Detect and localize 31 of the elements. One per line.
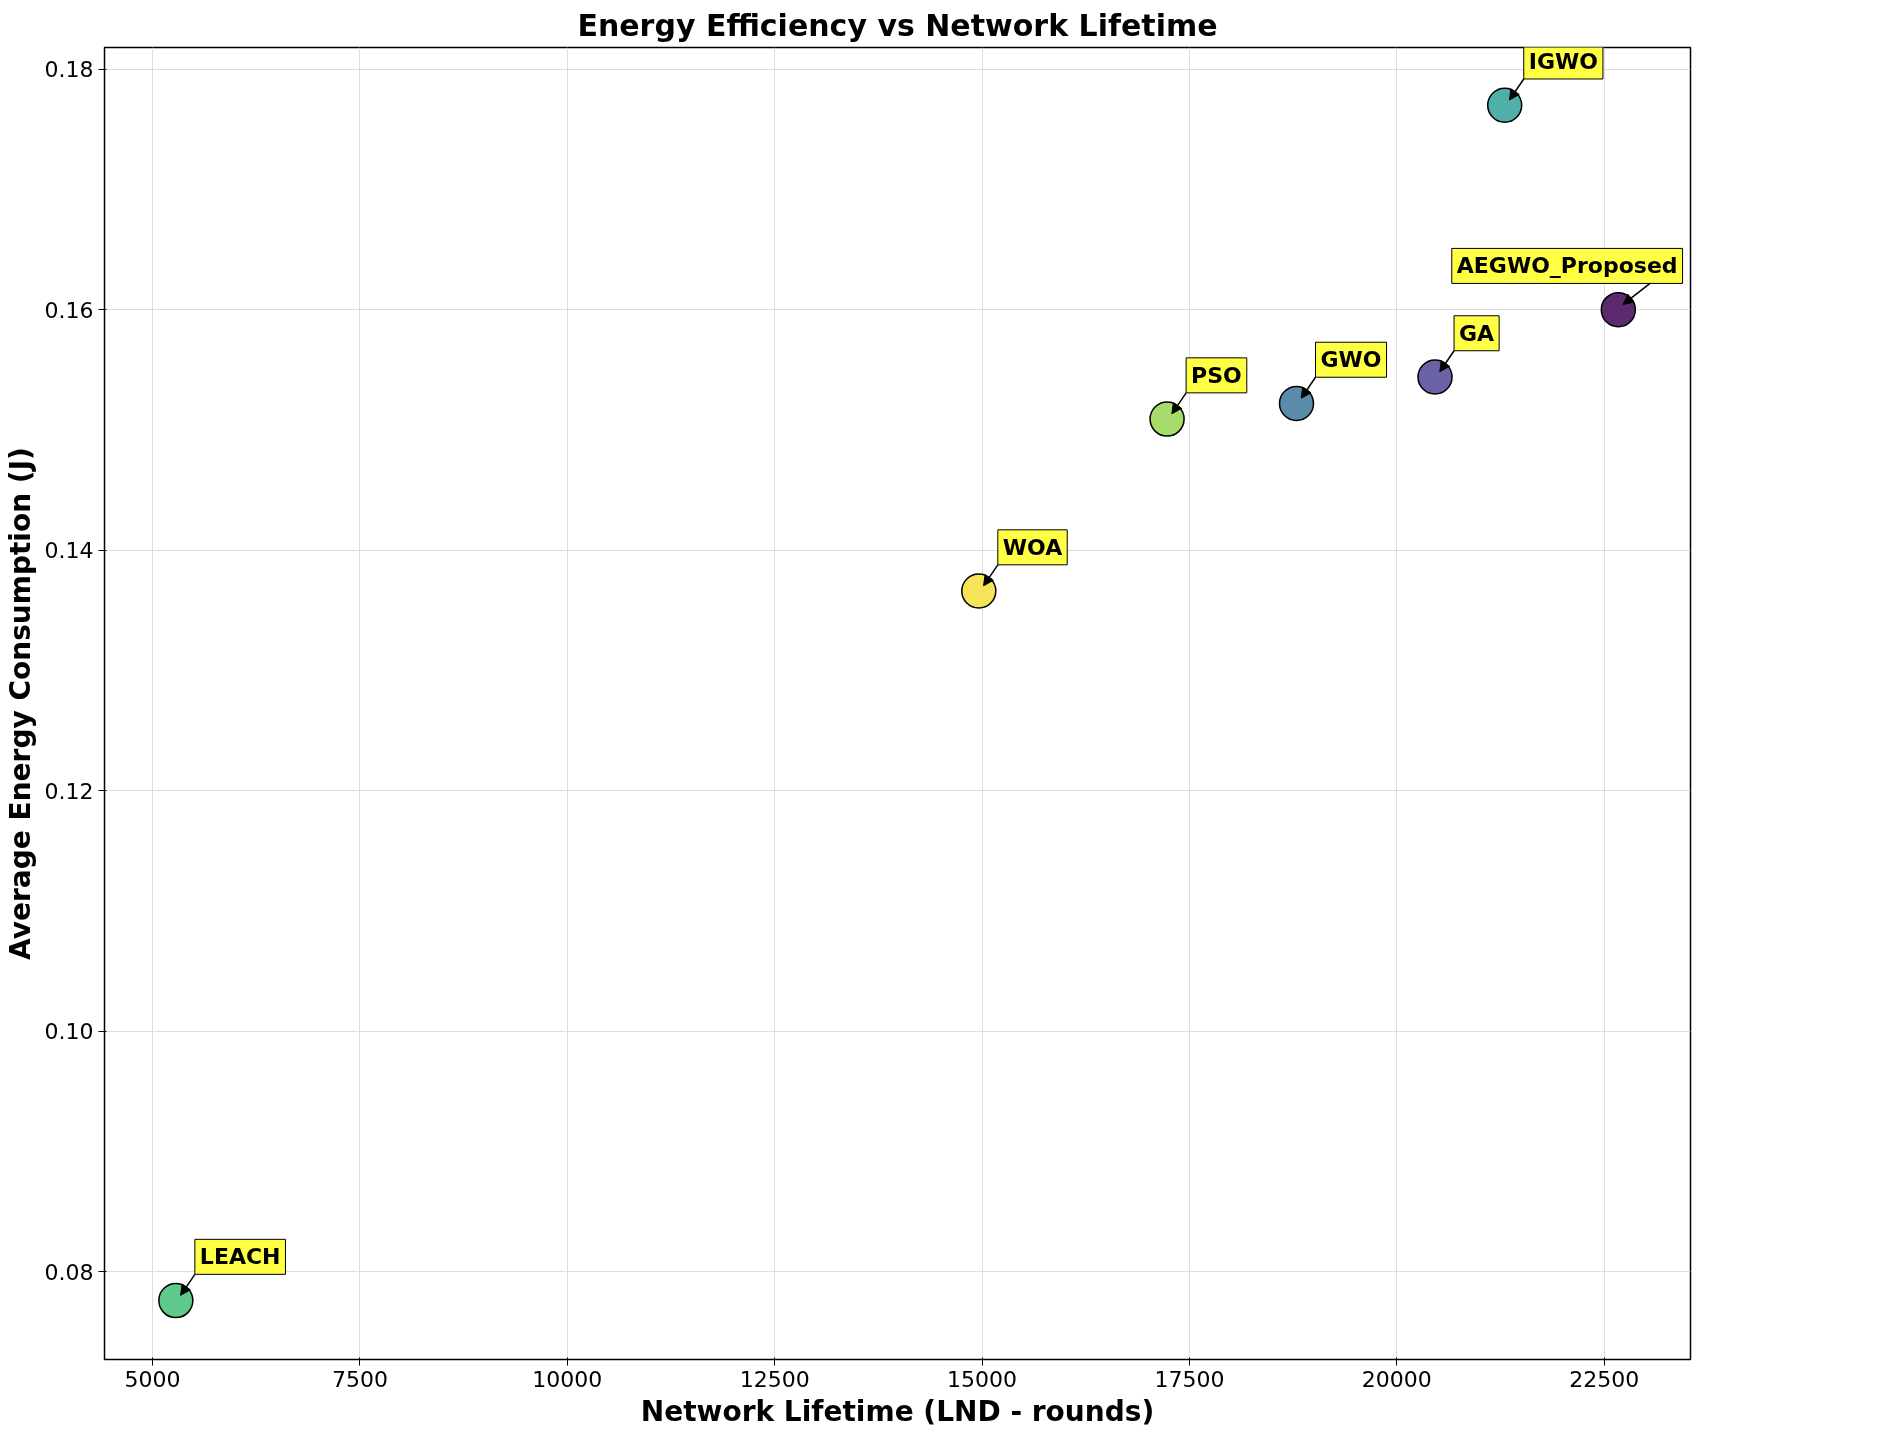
- y-axis-title: Average Energy Consumption (J): [3, 447, 37, 960]
- x-tick-label: 20000: [1361, 1366, 1432, 1392]
- annotation: WOA: [1002, 534, 1063, 560]
- annotation: PSO: [1191, 362, 1242, 388]
- chart-title: Energy Efficiency vs Network Lifetime: [577, 7, 1218, 43]
- annotation: LEACH: [199, 1244, 281, 1270]
- point: [1486, 87, 1523, 123]
- x-tick-label: 5000: [124, 1366, 181, 1392]
- x-tick-label: 7500: [331, 1366, 388, 1392]
- point: [1417, 359, 1453, 395]
- y-tick-label: 0.14: [44, 538, 94, 564]
- point: [1278, 385, 1315, 422]
- x-tick-label: 12500: [739, 1366, 810, 1392]
- x-tick-label: 15000: [947, 1366, 1018, 1392]
- point: [1149, 401, 1185, 437]
- annotation: GA: [1459, 320, 1495, 346]
- y-tick-label: 0.08: [44, 1259, 94, 1285]
- y-tick-label: 0.10: [44, 1019, 94, 1045]
- point: [961, 573, 997, 609]
- x-tick-label: 22500: [1569, 1366, 1640, 1392]
- annotation: IGWO: [1528, 48, 1598, 74]
- annotation: AEGWO_Proposed: [1456, 253, 1678, 279]
- x-tick-label: 10000: [532, 1366, 603, 1392]
- point: [158, 1282, 194, 1319]
- y-tick-label: 0.18: [44, 57, 94, 83]
- x-axis-title: Network Lifetime (LND - rounds): [640, 1394, 1155, 1428]
- x-tick-label: 17500: [1154, 1366, 1225, 1392]
- y-tick-label: 0.16: [44, 297, 94, 323]
- point: [1600, 291, 1637, 328]
- annotation: GWO: [1320, 347, 1382, 373]
- y-tick-label: 0.12: [44, 778, 94, 804]
